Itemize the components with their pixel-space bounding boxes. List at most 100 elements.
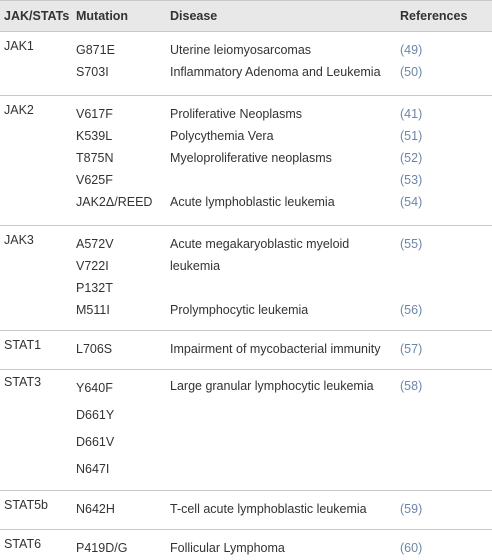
entries: P419D/G Follicular Lymphoma (60): [76, 537, 492, 560]
mutation: D661V: [76, 435, 115, 449]
group-row: JAK1 G871E Uterine leiomyosarcomas (49) S703…: [0, 32, 492, 96]
entry: K539L Polycythemia Vera (51): [76, 125, 492, 147]
reference-cell: (41): [400, 103, 492, 125]
reference-cell: (52) (53): [400, 147, 492, 191]
disease: Acute lymphoblastic leukemia: [170, 195, 335, 209]
mutation: D661Y: [76, 408, 115, 422]
reference: (55): [400, 237, 423, 251]
disease: Uterine leiomyosarcomas: [170, 43, 312, 57]
entries: G871E Uterine leiomyosarcomas (49) S703I Inf…: [76, 39, 492, 95]
group-row: STAT5b N642H T-cell acute lymphoblastic le…: [0, 491, 492, 530]
reference: (51): [400, 129, 423, 143]
reference: (59): [400, 502, 423, 516]
mutation: N647I: [76, 462, 110, 476]
reference-cell: (49): [400, 39, 492, 61]
gene-name: STAT3: [4, 375, 42, 389]
mutation-cell: S703I: [76, 61, 170, 83]
disease: T-cell acute lymphoblastic leukemia: [170, 502, 367, 516]
reference: (57): [400, 342, 423, 356]
mutation-cell: P419D/G: [76, 537, 170, 559]
header-cell: References: [400, 9, 468, 23]
disease: Acute megakaryoblastic myeloid leukemia: [170, 237, 350, 273]
mutation-cell: N642H: [76, 498, 170, 520]
mutation-cell: A572V V722I P132T: [76, 233, 170, 299]
entry: M511I Prolymphocytic leukemia (56): [76, 299, 492, 321]
reference: (58): [400, 379, 423, 393]
entries: V617F Proliferative Neoplasms (41) K539L Pol…: [76, 103, 492, 225]
entry: JAK2Δ/REED Acute lymphoblastic leukemia (5…: [76, 191, 492, 213]
mutation: JAK2Δ/REED: [76, 195, 153, 209]
entry: N642H T-cell acute lymphoblastic leukemia…: [76, 498, 492, 520]
mutation: K539L: [76, 129, 113, 143]
reference: (54): [400, 195, 423, 209]
reference-cell: (54): [400, 191, 492, 213]
mutation-cell: T875N V625F: [76, 147, 170, 191]
reference: (53): [400, 173, 423, 187]
header-cell: JAK/STATs: [4, 9, 70, 23]
mutation: T875N: [76, 151, 114, 165]
group-row: JAK2 V617F Proliferative Neoplasms (41) K539…: [0, 96, 492, 226]
disease: Proliferative Neoplasms: [170, 107, 302, 121]
reference: (49): [400, 43, 423, 57]
reference: (50): [400, 65, 423, 79]
reference-cell: (60): [400, 537, 492, 559]
mutation: P132T: [76, 281, 113, 295]
mutation: V722I: [76, 259, 109, 273]
mutation: A572V: [76, 237, 114, 251]
disease: Impairment of mycobacterial immunity: [170, 342, 381, 356]
mutation-cell: L706S: [76, 338, 170, 360]
disease: Prolymphocytic leukemia: [170, 303, 309, 317]
disease: Large granular lymphocytic leukemia: [170, 379, 374, 393]
gene-name: JAK3: [4, 233, 34, 247]
entry: T875N V625F Myeloproliferative neoplasms (5…: [76, 147, 492, 191]
disease: Follicular Lymphoma: [170, 541, 285, 555]
gene-name: STAT5b: [4, 498, 48, 512]
reference-cell: (50): [400, 61, 492, 83]
header-cell: Disease: [170, 9, 218, 23]
mutation: V617F: [76, 107, 113, 121]
group-row: STAT1 L706S Impairment of mycobacterial im…: [0, 331, 492, 370]
reference: (60): [400, 541, 423, 555]
mutation-cell: M511I: [76, 299, 170, 321]
disease: Inflammatory Adenoma and Leukemia: [170, 65, 381, 79]
gene-name: STAT6: [4, 537, 42, 551]
disease: Polycythemia Vera: [170, 129, 274, 143]
mutation: P419D/G: [76, 541, 128, 555]
reference: (41): [400, 107, 423, 121]
entries: N642H T-cell acute lymphoblastic leukemia…: [76, 498, 492, 529]
mutation: Y640F: [76, 381, 113, 395]
mutation: V625F: [76, 173, 113, 187]
reference-cell: (51): [400, 125, 492, 147]
entry: G871E Uterine leiomyosarcomas (49): [76, 39, 492, 61]
mutation-cell: Y640F D661Y D661V N647I: [76, 375, 170, 483]
gene-name: STAT1: [4, 338, 42, 352]
reference-cell: (55): [400, 233, 492, 299]
gene-name: JAK1: [4, 39, 34, 53]
reference-cell: (58): [400, 375, 492, 483]
entries: L706S Impairment of mycobacterial immunit…: [76, 338, 492, 369]
group-row: JAK3 A572V V722I P132T Acute megakaryoblasti…: [0, 226, 492, 331]
mutation-cell: JAK2Δ/REED: [76, 191, 170, 213]
mutation: S703I: [76, 65, 109, 79]
reference: (56): [400, 303, 423, 317]
entry: S703I Inflammatory Adenoma and Leukemia (5…: [76, 61, 492, 83]
header-cell: Mutation: [76, 9, 129, 23]
entry: Y640F D661Y D661V N647I Large granular lymph…: [76, 375, 492, 483]
entry: L706S Impairment of mycobacterial immunit…: [76, 338, 492, 360]
header-row: JAK/STATs Mutation Disease References: [0, 0, 492, 32]
entry: V617F Proliferative Neoplasms (41): [76, 103, 492, 125]
mutation-cell: K539L: [76, 125, 170, 147]
disease: Myeloproliferative neoplasms: [170, 151, 332, 165]
reference-cell: (57): [400, 338, 492, 360]
gene-name: JAK2: [4, 103, 34, 117]
mutation: M511I: [76, 303, 110, 317]
mutation: G871E: [76, 43, 115, 57]
reference: (52): [400, 151, 423, 165]
entries: Y640F D661Y D661V N647I Large granular lymph…: [76, 375, 492, 490]
mutation: L706S: [76, 342, 113, 356]
mutation-cell: V617F: [76, 103, 170, 125]
entry: A572V V722I P132T Acute megakaryoblastic my…: [76, 233, 492, 299]
entry: P419D/G Follicular Lymphoma (60): [76, 537, 492, 559]
reference-cell: (59): [400, 498, 492, 520]
mutation: N642H: [76, 502, 115, 516]
